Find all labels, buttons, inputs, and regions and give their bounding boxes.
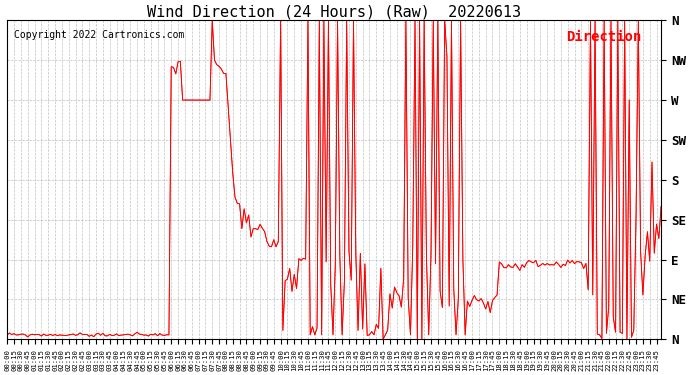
Title: Wind Direction (24 Hours) (Raw)  20220613: Wind Direction (24 Hours) (Raw) 20220613 <box>147 4 521 19</box>
Text: Copyright 2022 Cartronics.com: Copyright 2022 Cartronics.com <box>14 30 184 40</box>
Text: Direction: Direction <box>566 30 642 44</box>
